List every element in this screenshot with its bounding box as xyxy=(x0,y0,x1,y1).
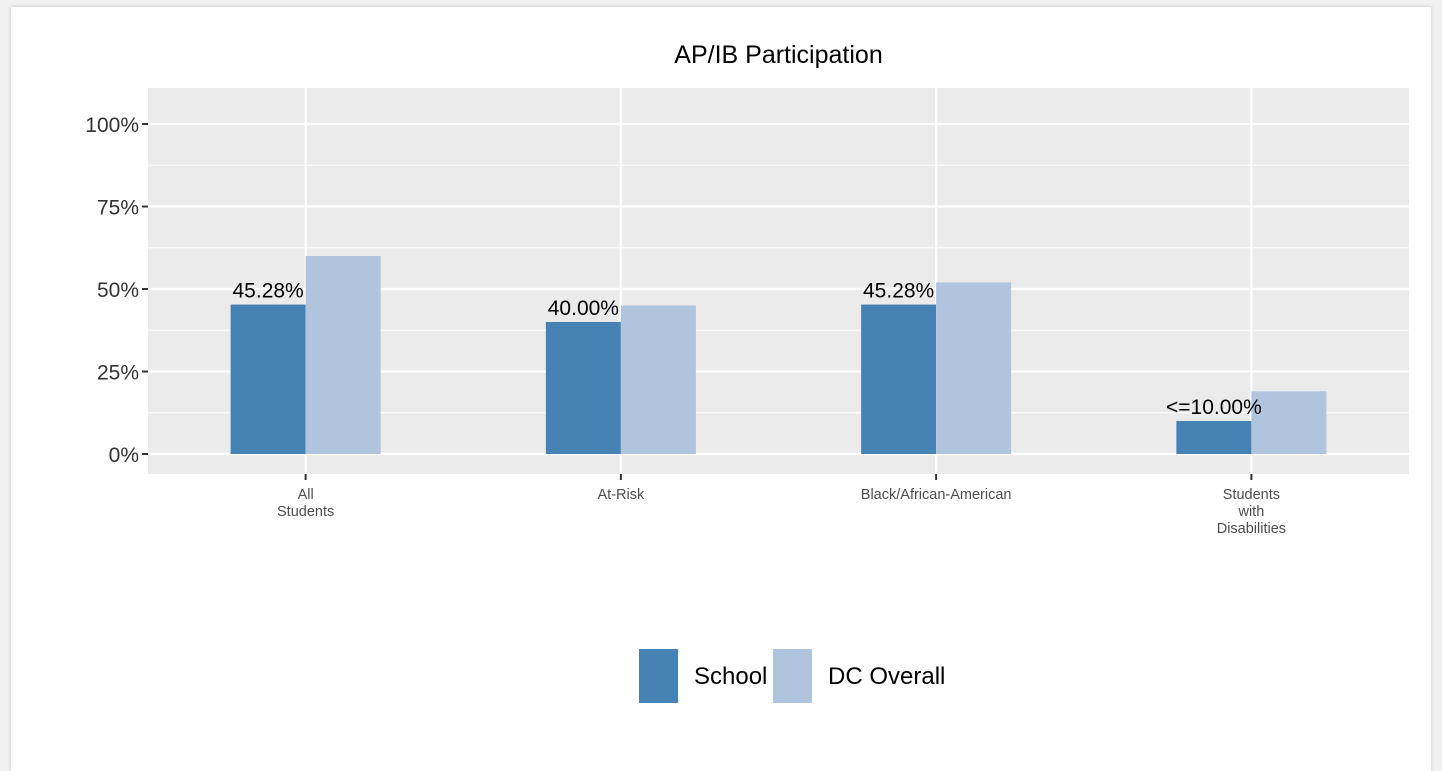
x-category-label: At-Risk xyxy=(598,487,645,503)
y-tick-label: 50% xyxy=(97,279,139,302)
y-tick-label: 100% xyxy=(85,114,139,137)
x-category-label-line: with xyxy=(1237,504,1264,520)
bar-dc-overall xyxy=(1251,391,1327,454)
x-category-label-line: At-Risk xyxy=(598,487,645,503)
bar-school xyxy=(545,322,621,454)
bar-dc-overall xyxy=(305,256,381,454)
x-category-label-line: Students xyxy=(1223,487,1280,503)
chart-title: AP/IB Participation xyxy=(674,41,882,69)
bar-data-label: 40.00% xyxy=(548,297,619,320)
legend-key-school xyxy=(639,649,678,703)
x-category-label: All Students xyxy=(277,487,334,520)
bar-school xyxy=(230,304,306,454)
bar-school xyxy=(861,304,937,454)
bar-dc-overall xyxy=(620,305,696,454)
bar-data-label: 45.28% xyxy=(233,280,304,303)
x-category-label-line: Students xyxy=(277,504,334,520)
y-tick-label: 75% xyxy=(97,197,139,220)
legend-label: School xyxy=(694,663,767,690)
y-tick-label: 0% xyxy=(109,444,139,467)
chart-card: 0% 25% 50% 75% 100% 45.28% 40.00% 45.28% <=10.00… xyxy=(11,7,1431,771)
x-category-label-line: All xyxy=(298,487,314,503)
y-tick-label: 25% xyxy=(97,362,139,385)
bar-school xyxy=(1176,421,1252,454)
bar-chart: 0% 25% 50% 75% 100% 45.28% 40.00% 45.28% <=10.00… xyxy=(85,41,1409,703)
legend-label: DC Overall xyxy=(828,663,945,690)
x-category-label-line: Black/African-American xyxy=(861,487,1012,503)
bar-dc-overall xyxy=(936,282,1012,454)
bar-data-label: 45.28% xyxy=(863,280,934,303)
x-category-label: Students with Disabilities xyxy=(1217,487,1286,537)
legend: School DC Overall xyxy=(639,649,945,703)
legend-key-dc-overall xyxy=(773,649,812,703)
x-category-label: Black/African-American xyxy=(861,487,1012,503)
x-category-label-line: Disabilities xyxy=(1217,521,1286,537)
bar-data-label: <=10.00% xyxy=(1166,396,1262,419)
